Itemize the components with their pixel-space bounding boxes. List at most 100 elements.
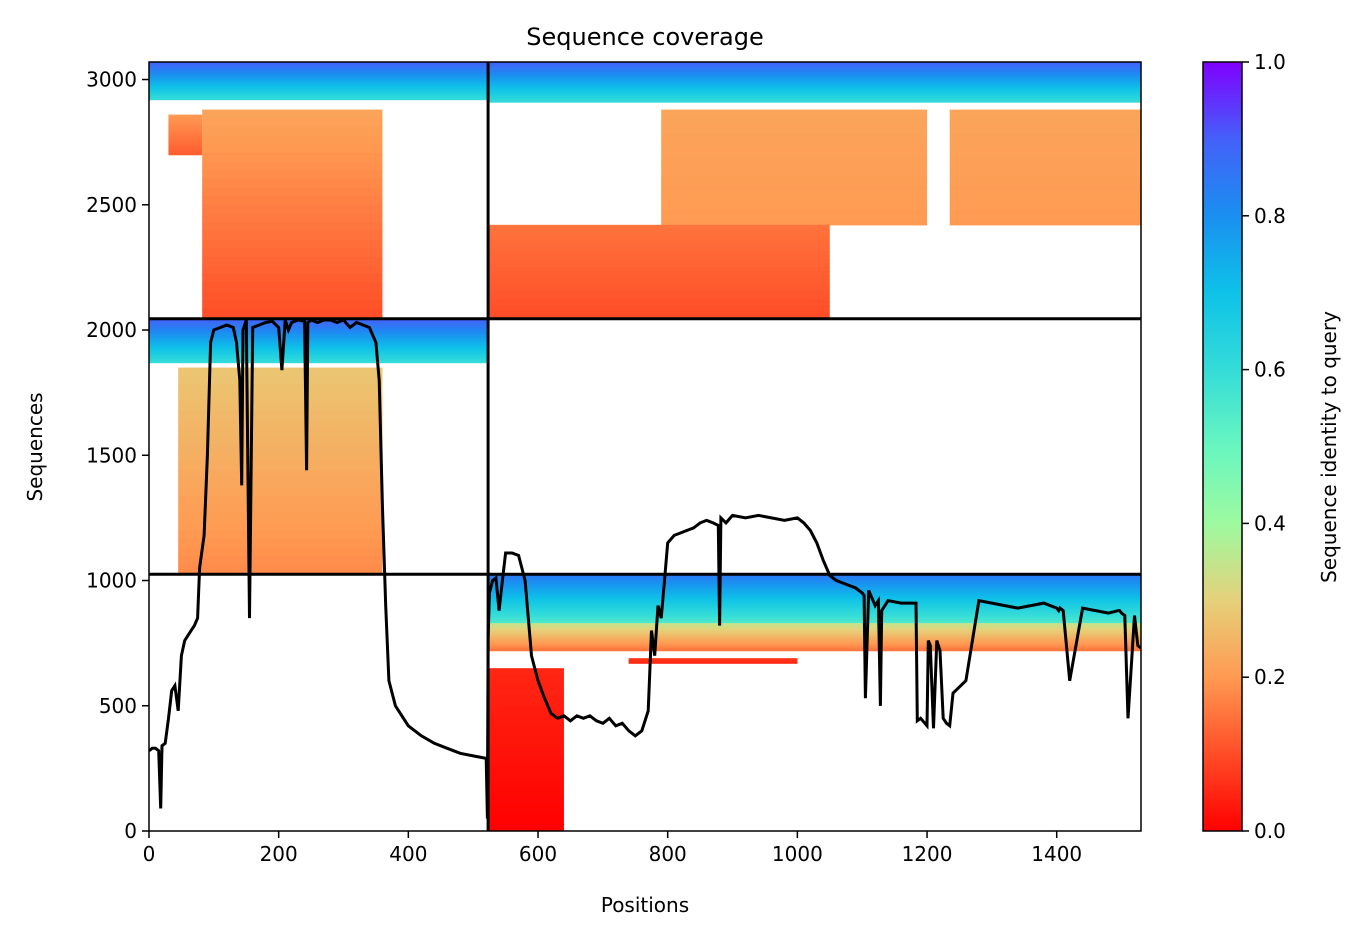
coverage-strip	[661, 176, 928, 183]
coverage-strip	[202, 187, 383, 197]
coverage-strip	[149, 358, 489, 362]
coverage-strip	[949, 148, 1141, 154]
coverage-strip	[488, 90, 1141, 93]
coverage-strip	[149, 324, 489, 327]
coverage-strip	[488, 749, 564, 757]
coverage-strip	[488, 576, 1141, 579]
coverage-strip	[202, 135, 383, 145]
coverage-strip	[488, 640, 1141, 643]
coverage-strip	[488, 769, 564, 778]
coverage-strip	[488, 649, 1141, 652]
coverage-strip	[178, 513, 383, 523]
coverage-strip	[488, 639, 1141, 641]
chart-title: Sequence coverage	[526, 23, 763, 51]
x-tick-label: 1400	[1031, 842, 1082, 866]
x-axis-label: Positions	[601, 893, 689, 917]
block-1-top-left-high	[149, 62, 489, 101]
coverage-strip	[168, 148, 203, 151]
block-2-top-right-high	[488, 62, 1141, 103]
coverage-strip	[168, 127, 203, 131]
coverage-strip	[488, 674, 564, 683]
coverage-strip	[149, 63, 489, 66]
coverage-strip	[949, 152, 1141, 159]
coverage-strip	[949, 176, 1141, 183]
coverage-strip	[202, 196, 383, 206]
coverage-strip	[202, 256, 383, 267]
coverage-strip	[661, 196, 928, 202]
coverage-strip	[488, 247, 830, 253]
block-1-top-left-edge	[168, 114, 203, 156]
coverage-strip	[488, 810, 564, 819]
coverage-line	[149, 318, 1141, 819]
coverage-strip	[202, 239, 383, 249]
coverage-strip	[178, 436, 383, 446]
coverage-strip	[178, 504, 383, 514]
coverage-strip	[488, 598, 1141, 602]
coverage-strip	[178, 487, 383, 497]
coverage-strip	[202, 213, 383, 223]
coverage-strip	[149, 96, 489, 99]
coverage-strip	[488, 578, 1141, 581]
coverage-strip	[178, 393, 383, 403]
coverage-strip	[488, 62, 1141, 65]
coverage-strip	[661, 162, 928, 168]
coverage-strip	[488, 632, 1141, 635]
coverage-strip	[488, 702, 564, 710]
coverage-strip	[149, 344, 489, 347]
block-4-bottom-right-band	[628, 658, 798, 664]
colorbar-tick-label: 0.0	[1254, 819, 1286, 843]
coverage-strip	[149, 83, 489, 87]
coverage-strip	[661, 200, 928, 207]
block-2-top-right-low	[488, 224, 830, 319]
coverage-strip	[488, 729, 564, 737]
coverage-strip	[168, 116, 203, 119]
coverage-strip	[488, 742, 564, 751]
coverage-strip	[488, 616, 1141, 620]
coverage-strip	[168, 139, 203, 142]
coverage-strip	[178, 444, 383, 454]
coverage-strip	[168, 136, 203, 139]
coverage-strip	[149, 74, 489, 77]
coverage-strip	[149, 337, 489, 340]
coverage-strip	[202, 144, 383, 154]
coverage-strip	[202, 282, 383, 293]
coverage-strip	[178, 461, 383, 471]
coverage-strip	[488, 626, 1141, 629]
coverage-strip	[488, 619, 1141, 622]
coverage-strip	[149, 71, 489, 74]
coverage-strip	[949, 191, 1141, 197]
coverage-strip	[661, 220, 928, 226]
coverage-strip	[949, 210, 1141, 216]
coverage-strip	[149, 353, 489, 356]
coverage-strip	[488, 817, 564, 825]
coverage-strip	[488, 623, 1141, 625]
coverage-strip	[488, 259, 830, 265]
coverage-strip	[488, 631, 1141, 633]
coverage-strip	[661, 128, 928, 135]
coverage-strip	[488, 633, 1141, 636]
coverage-strip	[202, 230, 383, 241]
coverage-strip	[661, 167, 928, 173]
coverage-strip	[202, 204, 383, 215]
coverage-strip	[488, 688, 564, 696]
coverage-strip	[178, 470, 383, 480]
coverage-strip	[168, 131, 203, 134]
colorbar	[1202, 61, 1243, 832]
coverage-strip	[202, 222, 383, 232]
coverage-strip	[488, 776, 564, 785]
block-4-bottom-right-mid	[488, 623, 1141, 652]
coverage-strip	[202, 161, 383, 171]
coverage-strip	[202, 152, 383, 163]
colorbar-tick-label: 0.6	[1254, 358, 1286, 382]
y-axis-label: Sequences	[23, 392, 47, 501]
coverage-strip	[949, 109, 1141, 115]
plot-area	[149, 62, 1141, 831]
coverage-strip	[149, 340, 489, 344]
coverage-strip	[488, 588, 1141, 592]
x-tick-label: 800	[649, 842, 687, 866]
coverage-strip	[488, 648, 1141, 651]
coverage-strip	[149, 68, 489, 71]
coverage-strip	[488, 790, 564, 798]
coverage-strip	[488, 722, 564, 730]
coverage-strip	[488, 87, 1141, 90]
